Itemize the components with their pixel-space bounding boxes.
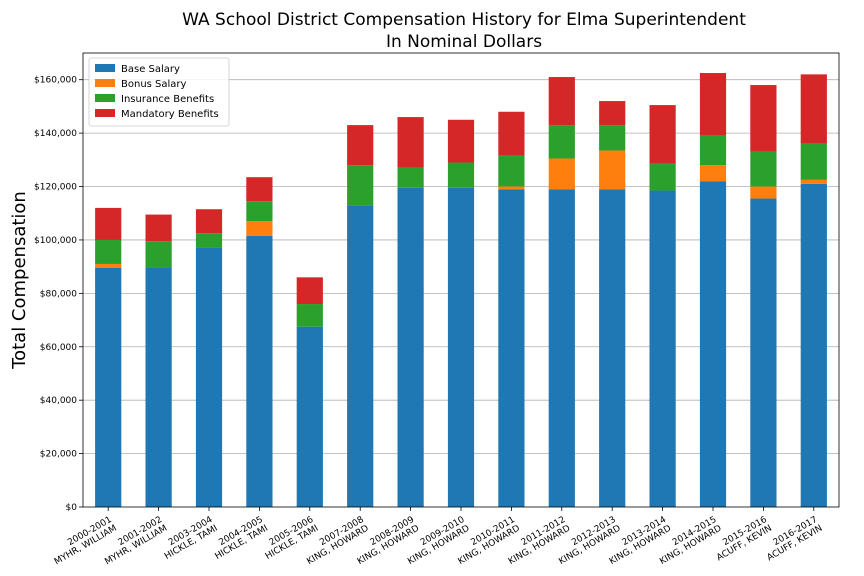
y-tick-label: $140,000 xyxy=(34,129,77,139)
bar-segment xyxy=(498,189,525,507)
y-tick-label: $40,000 xyxy=(40,396,77,406)
bar-segment xyxy=(750,198,777,507)
bar-segment xyxy=(599,125,626,151)
bar-segment xyxy=(750,151,777,187)
bar-segment xyxy=(649,163,676,191)
bar-segment xyxy=(498,186,525,190)
bar-segment xyxy=(246,201,273,222)
x-tick-label: 2016-2017ACUFF, KEVIN xyxy=(761,515,825,563)
bar-segment xyxy=(750,186,777,199)
bar-segment xyxy=(246,235,273,507)
y-tick-label: $20,000 xyxy=(40,450,77,460)
legend-label: Mandatory Benefits xyxy=(121,109,219,120)
x-tick-label: 2003-2004HICKLE, TAMI xyxy=(158,515,220,562)
bar-segment xyxy=(95,263,122,268)
y-axis-label: Total Compensation xyxy=(9,191,30,370)
y-tick-label: $80,000 xyxy=(40,289,77,299)
bar-segment xyxy=(548,158,575,190)
bar-segment xyxy=(95,239,122,264)
legend-swatch xyxy=(95,64,115,72)
bar-segment xyxy=(195,233,223,248)
bars xyxy=(95,73,827,508)
bar-segment xyxy=(699,181,727,507)
bar-segment xyxy=(347,125,374,166)
bar-segment xyxy=(649,190,676,508)
y-tick-label: $160,000 xyxy=(34,76,77,86)
bar-segment xyxy=(599,189,626,507)
bar-segment xyxy=(750,85,777,152)
legend-swatch xyxy=(95,94,115,102)
bar-segment xyxy=(145,267,172,507)
bar-segment xyxy=(699,73,727,136)
legend-label: Bonus Salary xyxy=(121,79,187,90)
bar-segment xyxy=(397,117,424,168)
bar-segment xyxy=(800,143,827,180)
bar-segment xyxy=(397,187,424,508)
plot-frame xyxy=(82,52,840,508)
legend-label: Base Salary xyxy=(121,64,180,75)
bar-segment xyxy=(145,241,172,268)
bar-segment xyxy=(95,207,122,240)
bar-segment xyxy=(246,221,273,236)
bar-segment xyxy=(296,326,323,507)
bar-segment xyxy=(145,214,172,242)
legend-box xyxy=(88,57,230,127)
chart-subtitle: In Nominal Dollars xyxy=(386,32,542,52)
bar-segment xyxy=(447,119,475,163)
y-tick-label: $0 xyxy=(66,503,78,513)
bar-segment xyxy=(599,101,626,126)
y-tick-label: $100,000 xyxy=(34,236,77,246)
legend: Base Salary Bonus Salary Insurance Benefit… xyxy=(88,57,230,127)
bar-segment xyxy=(548,77,575,126)
x-tick-label: 2015-2016ACUFF, KEVIN xyxy=(710,515,774,563)
x-tick-label: 2004-2005HICKLE, TAMI xyxy=(208,515,269,562)
bar-segment xyxy=(599,150,626,190)
bar-segment xyxy=(800,179,827,184)
legend-swatch xyxy=(95,109,115,117)
chart-title: WA School District Compensation History … xyxy=(182,10,746,30)
bar-segment xyxy=(649,105,676,164)
y-tick-label: $60,000 xyxy=(40,343,77,353)
bar-segment xyxy=(548,125,575,159)
bar-segment xyxy=(548,189,575,507)
bar-segment xyxy=(246,177,273,202)
legend-label: Insurance Benefits xyxy=(121,94,214,105)
bar-segment xyxy=(397,167,424,188)
bar-segment xyxy=(195,209,223,234)
bar-segment xyxy=(498,155,525,187)
bar-segment xyxy=(800,74,827,144)
bar-segment xyxy=(95,267,122,507)
bar-segment xyxy=(699,165,727,182)
bar-segment xyxy=(699,135,727,166)
legend-swatch xyxy=(95,79,115,87)
bar-segment xyxy=(447,162,475,188)
y-tick-label: $120,000 xyxy=(34,183,77,193)
bar-segment xyxy=(296,304,323,327)
bar-segment xyxy=(498,111,525,156)
bar-segment xyxy=(195,247,223,507)
bar-segment xyxy=(447,187,475,508)
bar-segment xyxy=(296,277,323,305)
bar-segment xyxy=(800,183,827,507)
bar-segment xyxy=(347,165,374,206)
bar-segment xyxy=(347,205,374,508)
